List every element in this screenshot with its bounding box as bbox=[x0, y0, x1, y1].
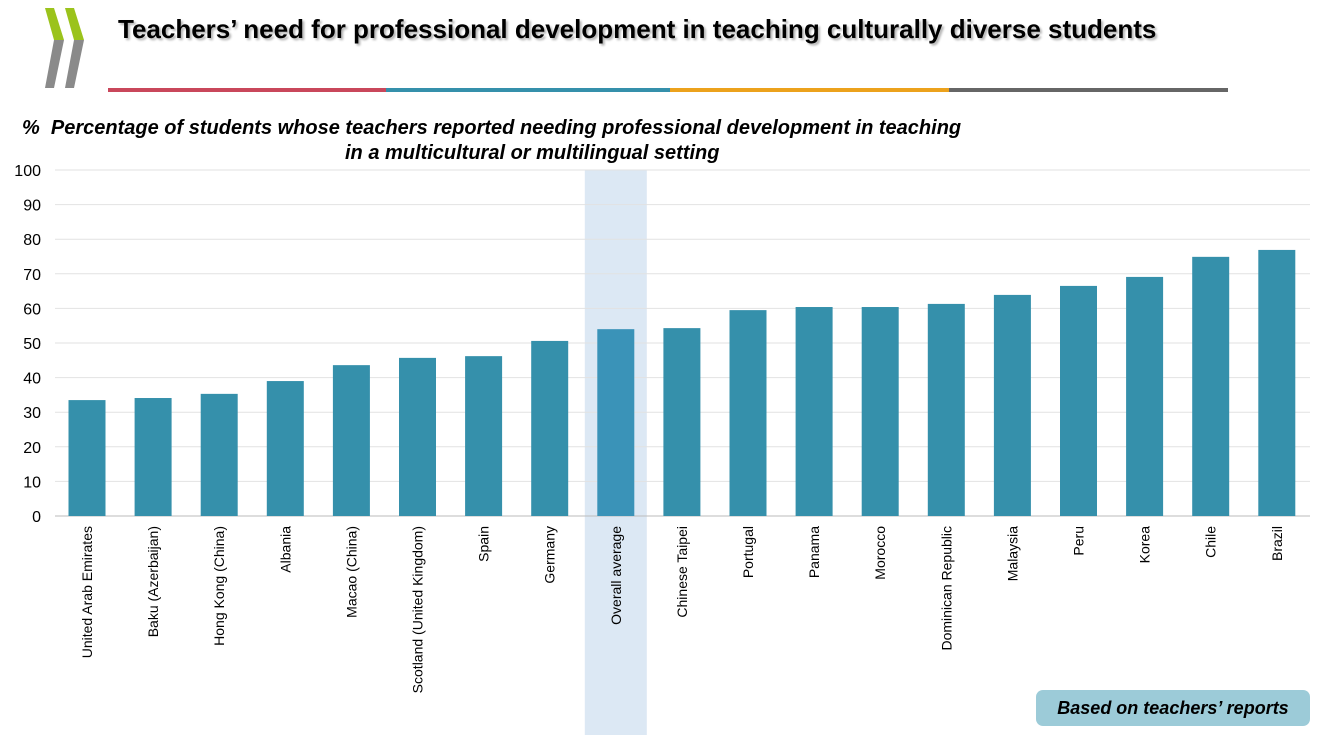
x-tick-label: Brazil bbox=[1269, 526, 1285, 561]
bar bbox=[597, 329, 635, 516]
x-tick-label: Morocco bbox=[872, 526, 888, 580]
y-tick-label: 70 bbox=[23, 267, 41, 284]
bar bbox=[1192, 256, 1230, 516]
bar bbox=[200, 393, 238, 516]
bar bbox=[465, 356, 503, 516]
bar bbox=[134, 398, 172, 516]
bar bbox=[1060, 285, 1097, 516]
x-tick-label: Spain bbox=[476, 526, 492, 562]
bar bbox=[729, 310, 767, 516]
title-rule-orange bbox=[670, 88, 949, 92]
x-tick-label: Macao (China) bbox=[343, 526, 359, 618]
x-tick-label: Baku (Azerbaijan) bbox=[145, 526, 161, 637]
bar bbox=[531, 340, 569, 516]
bar bbox=[927, 303, 965, 516]
bar bbox=[861, 307, 899, 516]
x-tick-label: Overall average bbox=[608, 526, 624, 625]
chart-title: % Percentage of students whose teachers … bbox=[22, 116, 961, 166]
bar bbox=[1126, 276, 1164, 516]
x-tick-label: Scotland (United Kingdom) bbox=[410, 526, 426, 693]
y-axis-unit: % bbox=[22, 117, 40, 139]
bar bbox=[399, 357, 436, 516]
y-tick-label: 100 bbox=[14, 163, 41, 180]
chart-title-line2: in a multicultural or multilingual setti… bbox=[345, 142, 720, 164]
x-tick-label: Dominican Republic bbox=[938, 526, 954, 651]
x-tick-label: Chinese Taipei bbox=[674, 526, 690, 618]
x-tick-label: Hong Kong (China) bbox=[211, 526, 227, 646]
bar bbox=[993, 294, 1031, 516]
title-rule-red bbox=[108, 88, 386, 92]
y-tick-label: 10 bbox=[23, 474, 41, 491]
y-tick-label: 20 bbox=[23, 440, 41, 457]
y-tick-label: 30 bbox=[23, 405, 41, 422]
y-tick-label: 90 bbox=[23, 198, 41, 215]
x-tick-label: Korea bbox=[1137, 526, 1153, 564]
x-tick-label: Albania bbox=[277, 526, 293, 573]
y-tick-label: 80 bbox=[23, 232, 41, 249]
page-title: Teachers’ need for professional developm… bbox=[118, 14, 1157, 44]
source-badge: Based on teachers’ reports bbox=[1036, 690, 1310, 726]
chart-title-line1: Percentage of students whose teachers re… bbox=[50, 117, 962, 139]
y-tick-label: 40 bbox=[23, 371, 41, 388]
x-tick-label: Germany bbox=[542, 526, 558, 584]
oecd-logo bbox=[45, 8, 84, 88]
x-tick-label: Panama bbox=[806, 526, 822, 578]
y-tick-label: 0 bbox=[32, 509, 41, 526]
bar bbox=[1258, 249, 1296, 516]
bar bbox=[332, 365, 370, 516]
title-rule-blue bbox=[386, 88, 670, 92]
x-tick-label: Peru bbox=[1071, 526, 1087, 556]
x-tick-label: Portugal bbox=[740, 526, 756, 578]
title-rule-grey bbox=[949, 88, 1228, 92]
bar bbox=[68, 400, 106, 516]
x-tick-label: Chile bbox=[1203, 526, 1219, 558]
y-tick-label: 50 bbox=[23, 336, 41, 353]
y-tick-label: 60 bbox=[23, 301, 41, 318]
bar bbox=[663, 328, 701, 516]
bar bbox=[795, 307, 833, 516]
x-tick-label: Malaysia bbox=[1004, 526, 1020, 581]
bar bbox=[266, 381, 304, 516]
x-tick-label: United Arab Emirates bbox=[79, 526, 95, 658]
